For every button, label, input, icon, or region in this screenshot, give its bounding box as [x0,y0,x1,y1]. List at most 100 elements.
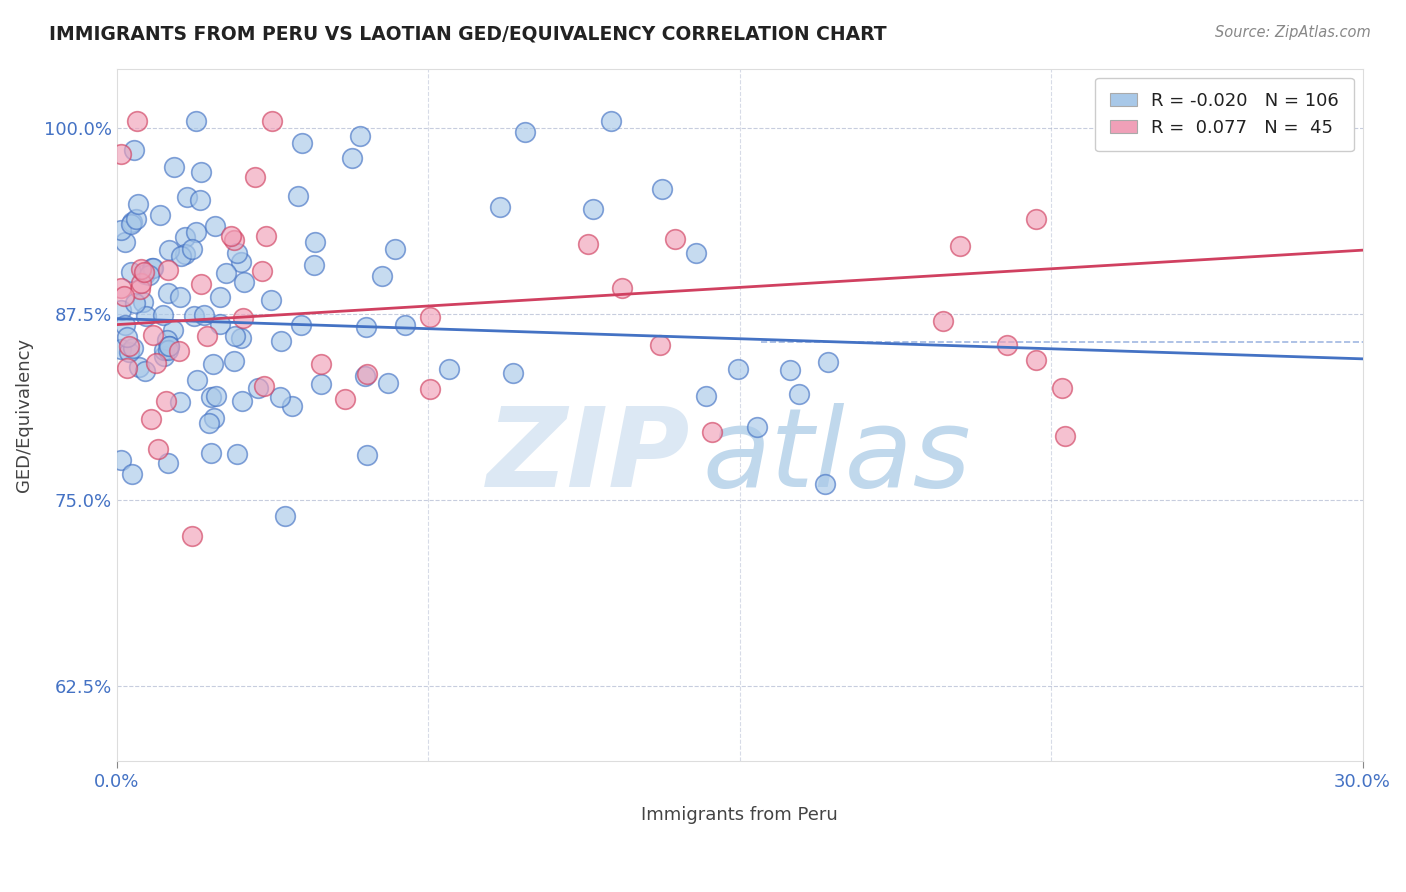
Point [394,318,416,333]
Point [183,310,205,324]
Text: ZIP: ZIP [486,402,690,509]
Point [215,266,238,280]
Point [356,319,378,334]
Point [224,329,246,343]
Point [190,165,212,179]
Point [269,390,291,404]
Point [222,354,245,368]
Point [157,244,180,258]
Point [156,286,179,301]
Point [122,143,145,157]
Point [142,260,165,275]
Point [186,113,208,128]
Point [117,339,139,353]
Point [190,193,212,207]
Point [229,254,252,268]
Point [198,416,221,430]
Point [226,246,249,260]
Point [502,366,524,380]
Point [162,323,184,337]
Point [995,338,1018,352]
Point [727,361,749,376]
Point [340,151,363,165]
Point [118,345,141,359]
Point [129,282,152,296]
Point [120,218,142,232]
Point [270,334,292,349]
Point [599,113,621,128]
Point [695,389,717,403]
Point [254,228,277,243]
Point [132,264,155,278]
Point [127,197,149,211]
Point [110,303,132,318]
Point [419,383,441,397]
Point [274,508,297,523]
Point [1025,352,1047,367]
Point [231,393,253,408]
Point [664,232,686,246]
Point [648,337,671,351]
Point [129,261,152,276]
Point [162,160,184,174]
Point [309,358,332,372]
Point [202,410,225,425]
Point [173,230,195,244]
Point [157,339,180,353]
Point [437,361,460,376]
Point [231,331,253,345]
Point [157,343,180,358]
Point [202,357,225,371]
Point [200,390,222,404]
Point [219,229,242,244]
Point [149,208,172,222]
Point [262,113,284,128]
Point [145,355,167,369]
Point [124,296,146,310]
Point [153,349,176,363]
Point [125,212,148,227]
Point [1053,429,1076,443]
Point [142,328,165,343]
Y-axis label: GED/Equivalency: GED/Equivalency [15,337,32,491]
Text: Source: ZipAtlas.com: Source: ZipAtlas.com [1215,25,1371,40]
Point [817,355,839,369]
Point [489,200,512,214]
Point [250,263,273,277]
Point [138,268,160,282]
Point [152,308,174,322]
Point [204,389,226,403]
Point [169,289,191,303]
Point [243,169,266,184]
Point [169,250,191,264]
Legend: R = -0.020   N = 106, R =  0.077   N =  45: R = -0.020 N = 106, R = 0.077 N = 45 [1095,78,1354,152]
Point [419,310,441,324]
Point [302,258,325,272]
Point [949,239,972,253]
Point [814,477,837,491]
Point [184,225,207,239]
Point [384,242,406,256]
Point [129,276,152,290]
Point [141,261,163,276]
Point [582,202,605,217]
Point [204,219,226,233]
Point [125,113,148,128]
Point [148,442,170,457]
Point [114,235,136,249]
Point [281,399,304,413]
Point [156,263,179,277]
Point [685,246,707,260]
Point [200,446,222,460]
Point [208,317,231,331]
Point [745,420,768,434]
Text: IMMIGRANTS FROM PERU VS LAOTIAN GED/EQUIVALENCY CORRELATION CHART: IMMIGRANTS FROM PERU VS LAOTIAN GED/EQUI… [49,25,887,44]
Point [610,281,633,295]
Point [576,237,599,252]
Point [181,242,204,256]
Point [304,235,326,249]
Point [110,146,132,161]
Point [1025,212,1047,227]
Point [515,125,537,139]
Point [190,277,212,291]
